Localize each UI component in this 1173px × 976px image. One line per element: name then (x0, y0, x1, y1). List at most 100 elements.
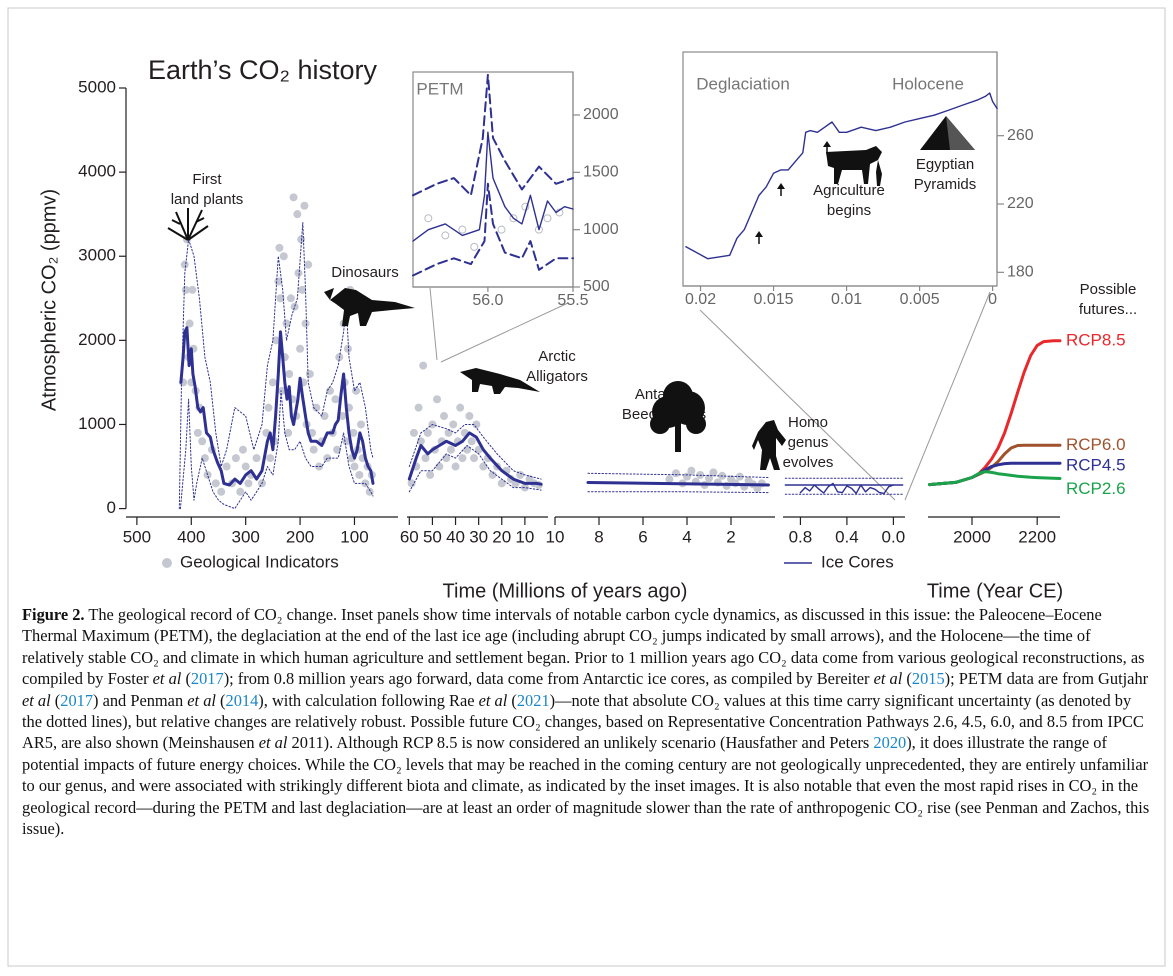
data-point (331, 395, 339, 403)
caption-text: ), with calculation following Rae (258, 691, 478, 710)
x-tick-label: 0.8 (789, 527, 813, 546)
data-point (304, 261, 312, 269)
data-point (440, 412, 448, 420)
data-point (447, 446, 455, 454)
data-point (408, 479, 416, 487)
data-point (465, 412, 473, 420)
data-point (181, 261, 189, 269)
caption-link[interactable]: 2014 (226, 691, 259, 710)
chart-title: Earth’s CO₂ history (148, 55, 378, 85)
x-tick-label: 4 (682, 527, 691, 546)
y-tick-label: 3000 (78, 246, 116, 265)
page: {"chart_data":[ {"type":"line","title":"… (0, 0, 1173, 976)
data-point (419, 362, 427, 370)
x-tick-label: 0.4 (835, 527, 859, 546)
caption-italic: et al (259, 733, 288, 752)
data-point (449, 420, 457, 428)
line-series (588, 483, 768, 486)
annotation: futures... (1079, 301, 1137, 318)
data-point (275, 244, 283, 252)
data-point (326, 387, 334, 395)
annotation: land plants (171, 191, 244, 208)
annotation: Homo (788, 414, 828, 431)
x-tick-label: 2 (726, 527, 735, 546)
connector (905, 292, 990, 500)
caption-text: ); from 0.8 million years ago forward, d… (224, 669, 874, 688)
line-series (930, 472, 1060, 485)
annotation: genus (788, 434, 829, 451)
series-label: RCP6.0 (1066, 435, 1126, 454)
legend-marker (162, 558, 172, 568)
caption-italic: et al (187, 691, 216, 710)
caption-link[interactable]: 2021 (517, 691, 550, 710)
data-point (244, 479, 252, 487)
legend-label: Ice Cores (821, 552, 894, 571)
data-point (302, 320, 310, 328)
series-label: RCP4.5 (1066, 456, 1126, 475)
data-point (198, 437, 206, 445)
data-point (468, 437, 476, 445)
y-tick-label: 260 (1007, 127, 1034, 144)
series-label: RCP8.5 (1066, 330, 1126, 349)
caption-text: ( (51, 691, 61, 710)
data-point (217, 488, 225, 496)
annotation: Holocene (892, 74, 964, 93)
data-point (310, 446, 318, 454)
series-label: RCP2.6 (1066, 479, 1126, 498)
caption-link[interactable]: 2020 (873, 733, 906, 752)
data-point (415, 404, 423, 412)
caption-text: ( (216, 691, 226, 710)
data-point (433, 395, 441, 403)
data-point (232, 454, 240, 462)
data-point (479, 463, 487, 471)
data-point (212, 479, 220, 487)
data-point (294, 269, 302, 277)
annotation: Dinosaurs (331, 264, 399, 281)
x-tick-label: 10 (546, 527, 565, 546)
data-point (223, 463, 231, 471)
data-point (291, 303, 299, 311)
data-point (242, 463, 250, 471)
y-tick-label: 0 (107, 498, 116, 517)
x-tick-label: 10 (515, 527, 534, 546)
caption-link[interactable]: 2015 (912, 669, 945, 688)
x-tick-label: 0.02 (685, 291, 716, 308)
data-point (236, 488, 244, 496)
x-axis-label: Time (Millions of years ago) (443, 580, 688, 602)
annotation: Arctic (538, 348, 576, 365)
data-point (253, 454, 261, 462)
data-point (287, 294, 295, 302)
y-axis-label: Atmospheric CO₂ (ppmv) (38, 189, 60, 411)
data-point (452, 463, 460, 471)
data-point (456, 404, 464, 412)
x-tick-label: 60 (400, 527, 419, 546)
x-tick-label: 20 (492, 527, 511, 546)
data-point (470, 454, 478, 462)
human-icon (752, 420, 786, 470)
y-tick-label: 4000 (78, 162, 116, 181)
y-tick-label: 5000 (78, 77, 116, 96)
annotation: PETM (416, 79, 463, 98)
x-tick-label: 0.015 (754, 291, 794, 308)
data-point (239, 446, 247, 454)
caption-text: 2011). Although RCP 8.5 is now considere… (287, 733, 873, 752)
y-tick-label: 180 (1007, 264, 1034, 281)
y-tick-label: 2000 (78, 330, 116, 349)
data-point (350, 463, 358, 471)
y-tick-label: 220 (1007, 195, 1034, 212)
annotation: Deglaciation (696, 74, 790, 93)
caption-link[interactable]: 2017 (191, 669, 224, 688)
annotation: Alligators (526, 368, 588, 385)
x-tick-label: 500 (123, 527, 151, 546)
data-point (290, 193, 298, 201)
y-tick-label: 1500 (583, 164, 619, 181)
caption-italic: et al (479, 691, 508, 710)
data-point (426, 471, 434, 479)
data-point (357, 420, 365, 428)
x-axis-label: Time (Year CE) (927, 580, 1063, 602)
x-tick-label: 300 (231, 527, 259, 546)
x-tick-label: 0.005 (900, 291, 940, 308)
caption-link[interactable]: 2017 (60, 691, 93, 710)
data-point (355, 471, 363, 479)
data-point (194, 429, 202, 437)
